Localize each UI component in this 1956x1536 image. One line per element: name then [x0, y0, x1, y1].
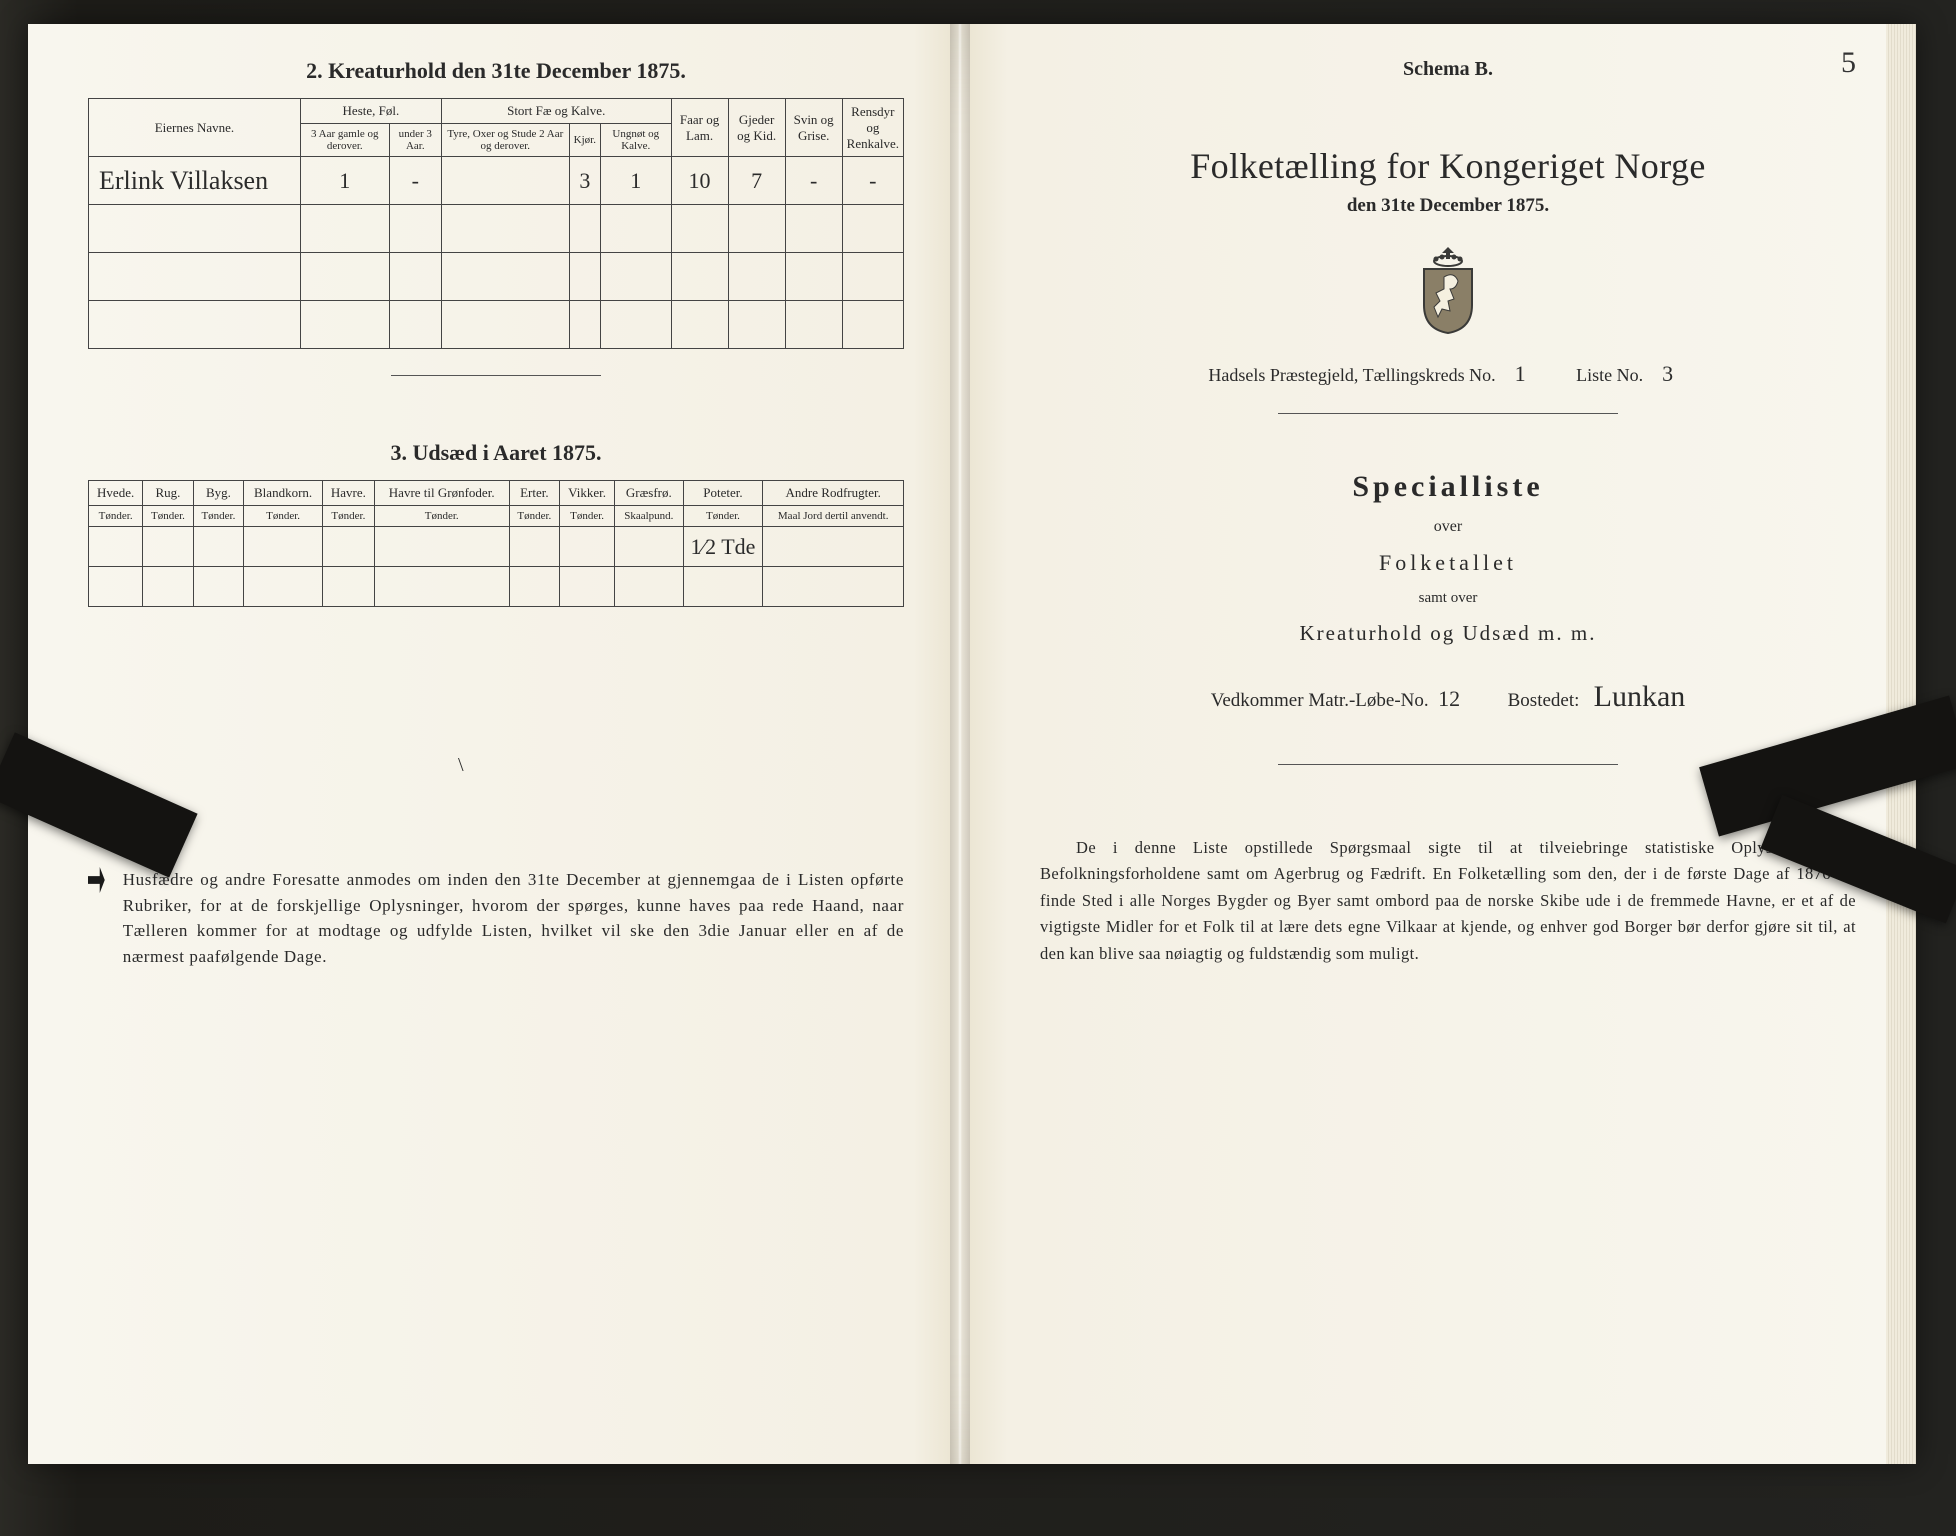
seed-table: Hvede.Rug.Byg.Blandkorn.Havre.Havre til …	[88, 480, 904, 607]
open-book: 2. Kreaturhold den 31te December 1875. E…	[28, 24, 1916, 1464]
section2-title: 2. Kreaturhold den 31te December 1875.	[88, 58, 904, 84]
col-svin: Svin og Grise.	[785, 99, 842, 157]
col-heste-b: under 3 Aar.	[389, 124, 441, 157]
col-stort-b: Kjør.	[569, 124, 600, 157]
grp-stort: Stort Fæ og Kalve.	[441, 99, 671, 124]
parish-no: 1	[1500, 361, 1540, 387]
book-gutter	[950, 24, 970, 1464]
col-owner: Eiernes Navne.	[89, 99, 301, 157]
bosted-value: Lunkan	[1594, 680, 1686, 713]
col-unit: Tønder.	[323, 506, 375, 527]
col-header: Græsfrø.	[615, 481, 683, 506]
cell: 10	[671, 157, 728, 205]
col-header: Erter.	[509, 481, 559, 506]
col-unit: Tønder.	[683, 506, 763, 527]
census-title: Folketælling for Kongeriget Norge	[1040, 145, 1856, 187]
body-paragraph: De i denne Liste opstillede Spørgsmaal s…	[1040, 835, 1856, 967]
matr-label: Vedkommer Matr.-Løbe-No.	[1211, 690, 1429, 711]
divider	[391, 375, 601, 376]
samt-label: samt over	[1040, 590, 1856, 607]
folio-number: 5	[1841, 46, 1856, 80]
parish-label: Hadsels Præstegjeld, Tællingskreds No.	[1208, 365, 1495, 385]
cell: 1	[600, 157, 671, 205]
col-header: Blandkorn.	[244, 481, 323, 506]
divider	[1278, 413, 1618, 414]
col-header: Havre til Grønfoder.	[374, 481, 509, 506]
matr-no: 12	[1438, 686, 1460, 711]
col-unit: Tønder.	[560, 506, 615, 527]
liste-no: 3	[1648, 361, 1688, 387]
table-row	[89, 205, 904, 253]
col-header: Havre.	[323, 481, 375, 506]
col-header: Rug.	[143, 481, 193, 506]
cell: -	[785, 157, 842, 205]
col-unit: Tønder.	[143, 506, 193, 527]
col-unit: Tønder.	[89, 506, 143, 527]
col-unit: Skaalpund.	[615, 506, 683, 527]
right-page: 5 Schema B. Folketælling for Kongeriget …	[970, 24, 1916, 1464]
cell	[441, 157, 569, 205]
col-unit: Tønder.	[193, 506, 243, 527]
census-date: den 31te December 1875.	[1040, 195, 1856, 217]
col-stort-a: Tyre, Oxer og Stude 2 Aar og derover.	[441, 124, 569, 157]
over-label: over	[1040, 518, 1856, 536]
col-ren: Rensdyr og Renkalve.	[842, 99, 903, 157]
col-unit: Tønder.	[374, 506, 509, 527]
col-header: Hvede.	[89, 481, 143, 506]
folketallet-label: Folketallet	[1040, 550, 1856, 576]
col-header: Andre Rodfrugter.	[763, 481, 904, 506]
table-row	[89, 567, 904, 607]
footnote-text: Husfædre og andre Foresatte anmodes om i…	[123, 867, 904, 969]
grp-heste: Heste, Føl.	[300, 99, 441, 124]
table-row: Erlink Villaksen 1 - 3 1 10 7 - -	[89, 157, 904, 205]
kreaturhold-label: Kreaturhold og Udsæd m. m.	[1040, 621, 1856, 646]
schema-label: Schema B.	[1040, 58, 1856, 81]
left-page: 2. Kreaturhold den 31te December 1875. E…	[28, 24, 950, 1464]
matr-row: Vedkommer Matr.-Løbe-No. 12 Bostedet: Lu…	[1040, 680, 1856, 714]
footnote-block: Husfædre og andre Foresatte anmodes om i…	[88, 867, 904, 969]
poteter-cell: 1⁄2 Tde	[683, 527, 763, 567]
col-unit: Tønder.	[509, 506, 559, 527]
cell: -	[842, 157, 903, 205]
livestock-table: Eiernes Navne. Heste, Føl. Stort Fæ og K…	[88, 98, 904, 349]
col-header: Poteter.	[683, 481, 763, 506]
section3: 3. Udsæd i Aaret 1875. Hvede.Rug.Byg.Bla…	[88, 440, 904, 607]
col-stort-c: Ungnøt og Kalve.	[600, 124, 671, 157]
parish-row: Hadsels Præstegjeld, Tællingskreds No. 1…	[1040, 361, 1856, 387]
cell: 3	[569, 157, 600, 205]
col-gjeder: Gjeder og Kid.	[728, 99, 785, 157]
cell: -	[389, 157, 441, 205]
specialliste-heading: Specialliste	[1040, 470, 1856, 504]
bosted-label: Bostedet:	[1508, 690, 1580, 711]
col-unit: Maal Jord dertil anvendt.	[763, 506, 904, 527]
col-heste-a: 3 Aar gamle og derover.	[300, 124, 389, 157]
table-row: 1⁄2 Tde	[89, 527, 904, 567]
cell: 1	[300, 157, 389, 205]
table-row	[89, 253, 904, 301]
liste-label: Liste No.	[1576, 365, 1643, 385]
table-row	[89, 301, 904, 349]
section3-title: 3. Udsæd i Aaret 1875.	[88, 440, 904, 466]
stray-mark: \	[458, 754, 464, 777]
col-header: Vikker.	[560, 481, 615, 506]
pointing-hand-icon	[88, 867, 105, 893]
owner-cell: Erlink Villaksen	[89, 157, 301, 205]
divider	[1278, 764, 1618, 765]
col-header: Byg.	[193, 481, 243, 506]
col-faar: Faar og Lam.	[671, 99, 728, 157]
col-unit: Tønder.	[244, 506, 323, 527]
cell: 7	[728, 157, 785, 205]
coat-of-arms-icon	[1408, 243, 1488, 335]
